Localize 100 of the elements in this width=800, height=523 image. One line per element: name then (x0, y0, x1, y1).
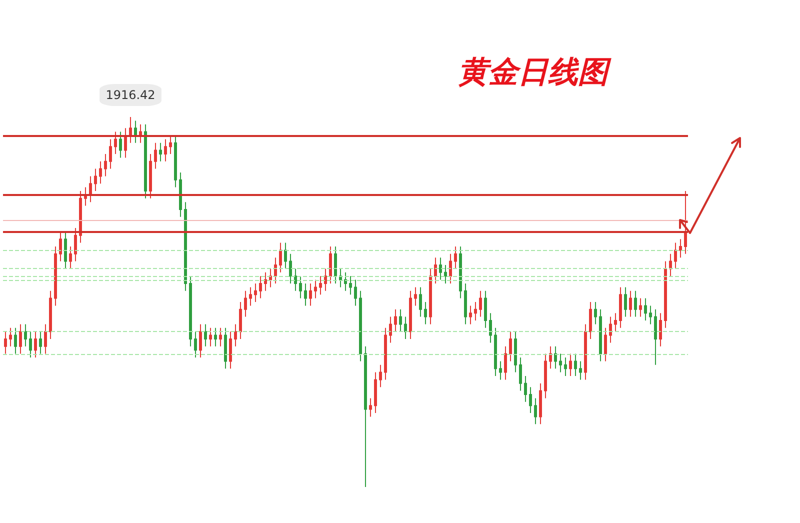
candlestick (564, 357, 567, 376)
candlestick (654, 308, 657, 366)
candlestick (569, 353, 572, 376)
candlestick (124, 128, 127, 158)
candlestick (319, 276, 322, 296)
candlestick (504, 346, 507, 380)
candlestick (214, 327, 217, 347)
candlestick (79, 190, 82, 244)
text: 1916.42 (106, 88, 156, 102)
candlestick (619, 286, 622, 328)
candlestick (499, 360, 502, 380)
candlestick (424, 302, 427, 325)
candlestick (419, 286, 422, 318)
candlestick (204, 324, 207, 347)
candlestick (309, 283, 312, 306)
candlestick (24, 324, 27, 347)
candlestick (364, 346, 367, 488)
candlestick (374, 372, 377, 414)
candlestick (49, 290, 52, 340)
candlestick (454, 246, 457, 270)
candlestick (439, 257, 442, 280)
candlestick (74, 228, 77, 262)
candlestick (634, 290, 637, 318)
candlestick (114, 131, 117, 154)
candlestick (624, 286, 627, 318)
candlestick (314, 279, 317, 299)
candlestick (429, 268, 432, 325)
candlestick (349, 276, 352, 296)
candlestick (149, 154, 152, 199)
candlestick (184, 202, 187, 292)
candlestick (274, 257, 277, 284)
candlestick (44, 324, 47, 354)
candlestick (574, 353, 577, 376)
candlestick (249, 286, 252, 306)
candlestick (489, 312, 492, 344)
candlestick (139, 124, 142, 144)
candlestick (324, 268, 327, 292)
candlestick (449, 253, 452, 284)
candlestick (59, 231, 62, 262)
candlestick (359, 290, 362, 362)
candlestick (224, 327, 227, 370)
candlestick (154, 142, 157, 170)
candlestick (54, 246, 57, 306)
candlestick (594, 302, 597, 325)
candlestick (19, 324, 22, 354)
candlestick (179, 172, 182, 218)
candlestick (614, 312, 617, 332)
candlestick (144, 124, 147, 199)
candlestick (354, 279, 357, 306)
candlestick (639, 298, 642, 318)
candlestick (254, 283, 257, 302)
candlestick (379, 364, 382, 388)
candlestick (539, 382, 542, 425)
candlestick (159, 142, 162, 162)
candlestick (589, 302, 592, 340)
candlestick (209, 327, 212, 347)
candlestick (549, 346, 552, 370)
candlestick (669, 253, 672, 277)
candlestick (284, 242, 287, 270)
candlestick (134, 120, 137, 144)
candlestick (344, 272, 347, 292)
candlestick (189, 276, 192, 347)
candlestick (659, 312, 662, 347)
candlestick (529, 386, 532, 414)
candlestick (609, 316, 612, 344)
candlestick (9, 327, 12, 347)
candlestick (339, 268, 342, 288)
candlestick (384, 327, 387, 380)
candlestick (199, 324, 202, 358)
candlestick (584, 324, 587, 380)
candlestick (269, 268, 272, 288)
candlestick (389, 316, 392, 344)
candlestick (329, 246, 332, 284)
candlestick (219, 327, 222, 347)
candlestick (599, 308, 602, 362)
candlestick (109, 138, 112, 170)
candlestick (494, 327, 497, 376)
candlestick (469, 305, 472, 325)
candlestick (29, 331, 32, 358)
candlestick (664, 260, 667, 328)
candlestick (644, 298, 647, 321)
candlestick (64, 231, 67, 270)
candlestick (684, 190, 687, 254)
candlestick (604, 327, 607, 362)
candlestick (679, 238, 682, 258)
candlestick (129, 116, 132, 144)
candlestick (394, 308, 397, 332)
candlestick (459, 246, 462, 299)
candlestick (484, 290, 487, 328)
candlestick (244, 290, 247, 318)
candlestick (369, 398, 372, 418)
candlestick (289, 253, 292, 284)
candlestick (409, 290, 412, 340)
candlestick (414, 286, 417, 306)
candlestick (509, 331, 512, 362)
candlestick (649, 305, 652, 325)
candlestick (234, 324, 237, 347)
candlestick (239, 302, 242, 340)
candlestick (259, 276, 262, 299)
candlestick (524, 376, 527, 402)
